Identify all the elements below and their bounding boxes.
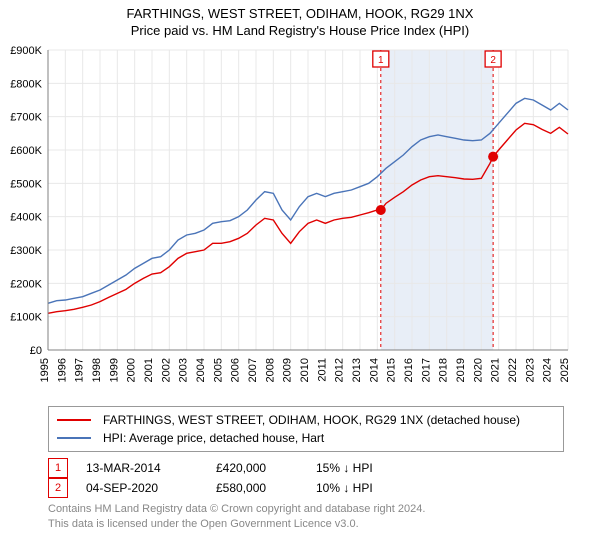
x-tick-label: 2007	[247, 358, 259, 382]
y-tick-label: £900K	[10, 46, 42, 57]
x-tick-label: 1999	[108, 358, 120, 382]
x-tick-label: 2010	[299, 358, 311, 382]
legend-row: FARTHINGS, WEST STREET, ODIHAM, HOOK, RG…	[57, 411, 555, 429]
marker-row: 2 04-SEP-2020£580,00010% ↓ HPI	[48, 478, 600, 498]
legend: FARTHINGS, WEST STREET, ODIHAM, HOOK, RG…	[48, 406, 564, 452]
marker-flag-label: 2	[490, 55, 496, 66]
legend-swatch	[57, 419, 91, 421]
line-chart: £0 £100K £200K £300K £400K £500K £600K £700K £80…	[0, 46, 600, 396]
sale-marker-dot	[488, 152, 498, 162]
footer-line: This data is licensed under the Open Gov…	[48, 517, 600, 532]
x-tick-label: 2023	[524, 358, 536, 382]
marker-flag-label: 1	[378, 55, 384, 66]
x-tick-label: 2015	[386, 358, 398, 382]
y-tick-label: £100K	[10, 312, 42, 324]
x-tick-label: 1997	[74, 358, 86, 382]
y-tick-label: £500K	[10, 178, 42, 190]
marker-row: 1 13-MAR-2014£420,00015% ↓ HPI	[48, 458, 600, 478]
y-tick-label: £0	[30, 345, 42, 357]
chart-area: £0 £100K £200K £300K £400K £500K £600K £700K £80…	[0, 46, 600, 396]
y-tick-label: £400K	[10, 212, 42, 224]
chart-subtitle: Price paid vs. HM Land Registry's House …	[0, 23, 600, 38]
x-tick-label: 2017	[420, 358, 432, 382]
marker-index-box: 1	[48, 458, 68, 478]
chart-title: FARTHINGS, WEST STREET, ODIHAM, HOOK, RG…	[0, 6, 600, 21]
footer-line: Contains HM Land Registry data © Crown c…	[48, 502, 600, 517]
marker-date: 13-MAR-2014	[86, 461, 216, 475]
x-tick-label: 2008	[264, 358, 276, 382]
marker-date: 04-SEP-2020	[86, 481, 216, 495]
footer-attribution: Contains HM Land Registry data © Crown c…	[48, 502, 600, 532]
x-tick-label: 2025	[559, 358, 571, 382]
x-tick-label: 2022	[507, 358, 519, 382]
marker-table: 1 13-MAR-2014£420,00015% ↓ HPI 2 04-SEP-202…	[48, 458, 600, 498]
x-tick-label: 2003	[178, 358, 190, 382]
marker-price: £580,000	[216, 481, 316, 495]
x-tick-label: 1996	[56, 358, 68, 382]
highlight-band	[381, 50, 493, 350]
y-tick-label: £600K	[10, 145, 42, 157]
legend-label: FARTHINGS, WEST STREET, ODIHAM, HOOK, RG…	[103, 413, 520, 427]
x-tick-label: 2000	[126, 358, 138, 382]
x-tick-label: 2005	[212, 358, 224, 382]
chart-header: FARTHINGS, WEST STREET, ODIHAM, HOOK, RG…	[0, 0, 600, 38]
legend-row: HPI: Average price, detached house, Hart	[57, 429, 555, 447]
marker-delta: 15% ↓ HPI	[316, 461, 456, 475]
legend-label: HPI: Average price, detached house, Hart	[103, 431, 324, 445]
x-tick-label: 2019	[455, 358, 467, 382]
x-tick-label: 2016	[403, 358, 415, 382]
x-tick-label: 2018	[438, 358, 450, 382]
marker-price: £420,000	[216, 461, 316, 475]
x-tick-label: 2001	[143, 358, 155, 382]
marker-delta: 10% ↓ HPI	[316, 481, 456, 495]
y-tick-label: £800K	[10, 78, 42, 90]
x-tick-label: 2014	[368, 358, 380, 382]
y-tick-label: £200K	[10, 278, 42, 290]
marker-index-box: 2	[48, 478, 68, 498]
x-tick-label: 2004	[195, 358, 207, 382]
x-tick-label: 2024	[542, 358, 554, 382]
legend-swatch	[57, 437, 91, 439]
x-tick-label: 2011	[316, 358, 328, 382]
x-tick-label: 2006	[230, 358, 242, 382]
y-tick-label: £300K	[10, 245, 42, 257]
x-tick-label: 1995	[39, 358, 51, 382]
x-tick-label: 2013	[351, 358, 363, 382]
y-tick-label: £700K	[10, 112, 42, 124]
x-tick-label: 1998	[91, 358, 103, 382]
x-tick-label: 2012	[334, 358, 346, 382]
x-tick-label: 2020	[472, 358, 484, 382]
x-tick-label: 2009	[282, 358, 294, 382]
sale-marker-dot	[376, 205, 386, 215]
x-tick-label: 2021	[490, 358, 502, 382]
x-tick-label: 2002	[160, 358, 172, 382]
